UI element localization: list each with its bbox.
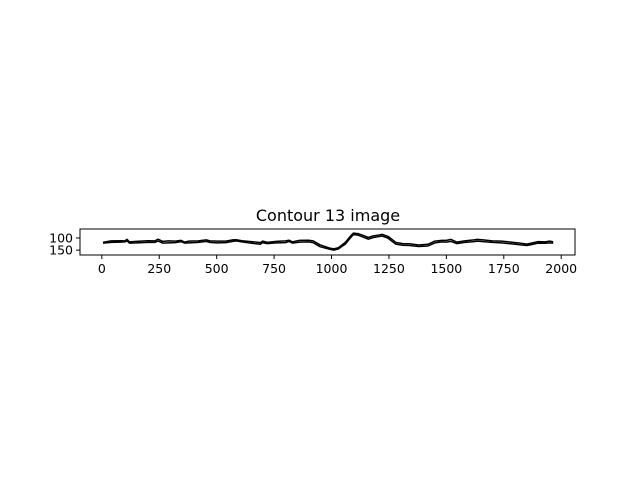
contour-line-2 [102, 233, 554, 251]
x-tick-label: 250 [147, 261, 171, 276]
x-tick-label: 2000 [545, 261, 577, 276]
plot-area [79, 228, 576, 256]
x-tick-label: 500 [205, 261, 229, 276]
x-tick-label: 1250 [373, 261, 405, 276]
x-tick-label: 0 [98, 261, 106, 276]
x-tick-label: 750 [262, 261, 286, 276]
axes-frame [79, 228, 576, 256]
contour-line-1 [102, 232, 554, 250]
x-tick-label: 1750 [488, 261, 520, 276]
y-tick-label: 100 [49, 230, 73, 245]
chart-title: Contour 13 image [256, 206, 400, 225]
x-axis: 0 250 500 750 1000 1250 1500 1750 2000 [98, 255, 577, 276]
x-tick-label: 1000 [316, 261, 348, 276]
x-tick-label: 1500 [430, 261, 462, 276]
y-tick-label: 150 [49, 243, 73, 258]
series-layer [102, 232, 554, 251]
